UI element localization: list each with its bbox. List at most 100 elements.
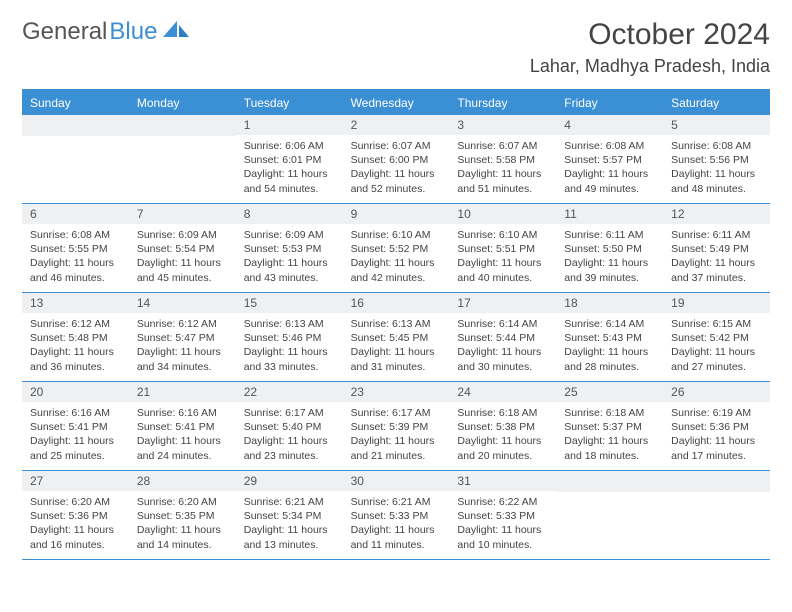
- day-number: 14: [129, 293, 236, 313]
- day-content: Sunrise: 6:19 AMSunset: 5:36 PMDaylight:…: [663, 402, 770, 469]
- day-cell: 14Sunrise: 6:12 AMSunset: 5:47 PMDayligh…: [129, 293, 236, 381]
- sunset-text: Sunset: 5:42 PM: [671, 331, 762, 345]
- weekday-header-row: SundayMondayTuesdayWednesdayThursdayFrid…: [22, 91, 770, 115]
- weekday-header: Sunday: [22, 91, 129, 115]
- sunset-text: Sunset: 5:41 PM: [137, 420, 228, 434]
- sunrise-text: Sunrise: 6:08 AM: [564, 139, 655, 153]
- day-content: Sunrise: 6:13 AMSunset: 5:46 PMDaylight:…: [236, 313, 343, 380]
- sunrise-text: Sunrise: 6:12 AM: [30, 317, 121, 331]
- sunset-text: Sunset: 6:01 PM: [244, 153, 335, 167]
- day-cell: 21Sunrise: 6:16 AMSunset: 5:41 PMDayligh…: [129, 382, 236, 470]
- sunrise-text: Sunrise: 6:08 AM: [30, 228, 121, 242]
- day-number: 17: [449, 293, 556, 313]
- day-number: 11: [556, 204, 663, 224]
- sunrise-text: Sunrise: 6:11 AM: [564, 228, 655, 242]
- day-cell: 13Sunrise: 6:12 AMSunset: 5:48 PMDayligh…: [22, 293, 129, 381]
- weekday-header: Tuesday: [236, 91, 343, 115]
- sunset-text: Sunset: 5:58 PM: [457, 153, 548, 167]
- day-cell: 8Sunrise: 6:09 AMSunset: 5:53 PMDaylight…: [236, 204, 343, 292]
- day-content: Sunrise: 6:22 AMSunset: 5:33 PMDaylight:…: [449, 491, 556, 558]
- sunset-text: Sunset: 5:56 PM: [671, 153, 762, 167]
- sunset-text: Sunset: 5:48 PM: [30, 331, 121, 345]
- sunrise-text: Sunrise: 6:14 AM: [564, 317, 655, 331]
- day-content: Sunrise: 6:12 AMSunset: 5:47 PMDaylight:…: [129, 313, 236, 380]
- empty-day-header: [129, 115, 236, 136]
- day-number: 30: [343, 471, 450, 491]
- day-content: Sunrise: 6:18 AMSunset: 5:38 PMDaylight:…: [449, 402, 556, 469]
- sunrise-text: Sunrise: 6:15 AM: [671, 317, 762, 331]
- calendar-grid: SundayMondayTuesdayWednesdayThursdayFrid…: [22, 89, 770, 560]
- daylight-text: Daylight: 11 hours and 40 minutes.: [457, 256, 548, 284]
- sunrise-text: Sunrise: 6:18 AM: [564, 406, 655, 420]
- week-row: 20Sunrise: 6:16 AMSunset: 5:41 PMDayligh…: [22, 382, 770, 471]
- sunset-text: Sunset: 5:52 PM: [351, 242, 442, 256]
- sunset-text: Sunset: 5:57 PM: [564, 153, 655, 167]
- day-content: Sunrise: 6:10 AMSunset: 5:52 PMDaylight:…: [343, 224, 450, 291]
- day-content: Sunrise: 6:16 AMSunset: 5:41 PMDaylight:…: [22, 402, 129, 469]
- daylight-text: Daylight: 11 hours and 20 minutes.: [457, 434, 548, 462]
- weekday-header: Friday: [556, 91, 663, 115]
- day-number: 25: [556, 382, 663, 402]
- sunset-text: Sunset: 5:36 PM: [30, 509, 121, 523]
- day-cell: 3Sunrise: 6:07 AMSunset: 5:58 PMDaylight…: [449, 115, 556, 203]
- empty-day-header: [663, 471, 770, 492]
- daylight-text: Daylight: 11 hours and 11 minutes.: [351, 523, 442, 551]
- daylight-text: Daylight: 11 hours and 31 minutes.: [351, 345, 442, 373]
- day-content: Sunrise: 6:14 AMSunset: 5:43 PMDaylight:…: [556, 313, 663, 380]
- daylight-text: Daylight: 11 hours and 17 minutes.: [671, 434, 762, 462]
- day-number: 2: [343, 115, 450, 135]
- weekday-header: Wednesday: [343, 91, 450, 115]
- sunset-text: Sunset: 5:33 PM: [351, 509, 442, 523]
- brand-part1: General: [22, 18, 107, 46]
- day-number: 12: [663, 204, 770, 224]
- day-cell: 4Sunrise: 6:08 AMSunset: 5:57 PMDaylight…: [556, 115, 663, 203]
- daylight-text: Daylight: 11 hours and 34 minutes.: [137, 345, 228, 373]
- sunrise-text: Sunrise: 6:18 AM: [457, 406, 548, 420]
- day-cell: 26Sunrise: 6:19 AMSunset: 5:36 PMDayligh…: [663, 382, 770, 470]
- sunrise-text: Sunrise: 6:19 AM: [671, 406, 762, 420]
- day-cell: 16Sunrise: 6:13 AMSunset: 5:45 PMDayligh…: [343, 293, 450, 381]
- day-cell: 18Sunrise: 6:14 AMSunset: 5:43 PMDayligh…: [556, 293, 663, 381]
- day-content: Sunrise: 6:17 AMSunset: 5:39 PMDaylight:…: [343, 402, 450, 469]
- title-block: October 2024 Lahar, Madhya Pradesh, Indi…: [530, 18, 770, 77]
- day-content: Sunrise: 6:16 AMSunset: 5:41 PMDaylight:…: [129, 402, 236, 469]
- day-content: Sunrise: 6:07 AMSunset: 5:58 PMDaylight:…: [449, 135, 556, 202]
- sunrise-text: Sunrise: 6:10 AM: [351, 228, 442, 242]
- day-cell: 11Sunrise: 6:11 AMSunset: 5:50 PMDayligh…: [556, 204, 663, 292]
- sunrise-text: Sunrise: 6:13 AM: [351, 317, 442, 331]
- day-content: Sunrise: 6:08 AMSunset: 5:56 PMDaylight:…: [663, 135, 770, 202]
- daylight-text: Daylight: 11 hours and 45 minutes.: [137, 256, 228, 284]
- day-content: Sunrise: 6:14 AMSunset: 5:44 PMDaylight:…: [449, 313, 556, 380]
- sunset-text: Sunset: 5:51 PM: [457, 242, 548, 256]
- sunset-text: Sunset: 5:37 PM: [564, 420, 655, 434]
- day-cell: 10 Sunrise: 6:10 AMSunset: 5:51 PMDayligh…: [449, 204, 556, 292]
- day-content: Sunrise: 6:20 AMSunset: 5:36 PMDaylight:…: [22, 491, 129, 558]
- sunset-text: Sunset: 5:36 PM: [671, 420, 762, 434]
- sunrise-text: Sunrise: 6:16 AM: [137, 406, 228, 420]
- day-content: Sunrise: 6:11 AMSunset: 5:50 PMDaylight:…: [556, 224, 663, 291]
- sunset-text: Sunset: 5:45 PM: [351, 331, 442, 345]
- day-cell: 12Sunrise: 6:11 AMSunset: 5:49 PMDayligh…: [663, 204, 770, 292]
- sunrise-text: Sunrise: 6:09 AM: [137, 228, 228, 242]
- sunset-text: Sunset: 5:34 PM: [244, 509, 335, 523]
- day-number: 6: [22, 204, 129, 224]
- daylight-text: Daylight: 11 hours and 10 minutes.: [457, 523, 548, 551]
- empty-day-header: [22, 115, 129, 136]
- daylight-text: Daylight: 11 hours and 27 minutes.: [671, 345, 762, 373]
- sunrise-text: Sunrise: 6:17 AM: [244, 406, 335, 420]
- sunset-text: Sunset: 5:47 PM: [137, 331, 228, 345]
- sunset-text: Sunset: 5:50 PM: [564, 242, 655, 256]
- sunset-text: Sunset: 5:40 PM: [244, 420, 335, 434]
- sunrise-text: Sunrise: 6:10 AM: [457, 228, 548, 242]
- day-number: 10: [449, 204, 556, 224]
- day-number: 20: [22, 382, 129, 402]
- day-cell: 23Sunrise: 6:17 AMSunset: 5:39 PMDayligh…: [343, 382, 450, 470]
- weekday-header: Saturday: [663, 91, 770, 115]
- day-content: Sunrise: 6:06 AMSunset: 6:01 PMDaylight:…: [236, 135, 343, 202]
- day-cell: 7Sunrise: 6:09 AMSunset: 5:54 PMDaylight…: [129, 204, 236, 292]
- month-title: October 2024: [530, 18, 770, 52]
- day-content: Sunrise: 6:11 AMSunset: 5:49 PMDaylight:…: [663, 224, 770, 291]
- day-cell: 9Sunrise: 6:10 AMSunset: 5:52 PMDaylight…: [343, 204, 450, 292]
- daylight-text: Daylight: 11 hours and 14 minutes.: [137, 523, 228, 551]
- page-header: GeneralBlue October 2024 Lahar, Madhya P…: [22, 18, 770, 77]
